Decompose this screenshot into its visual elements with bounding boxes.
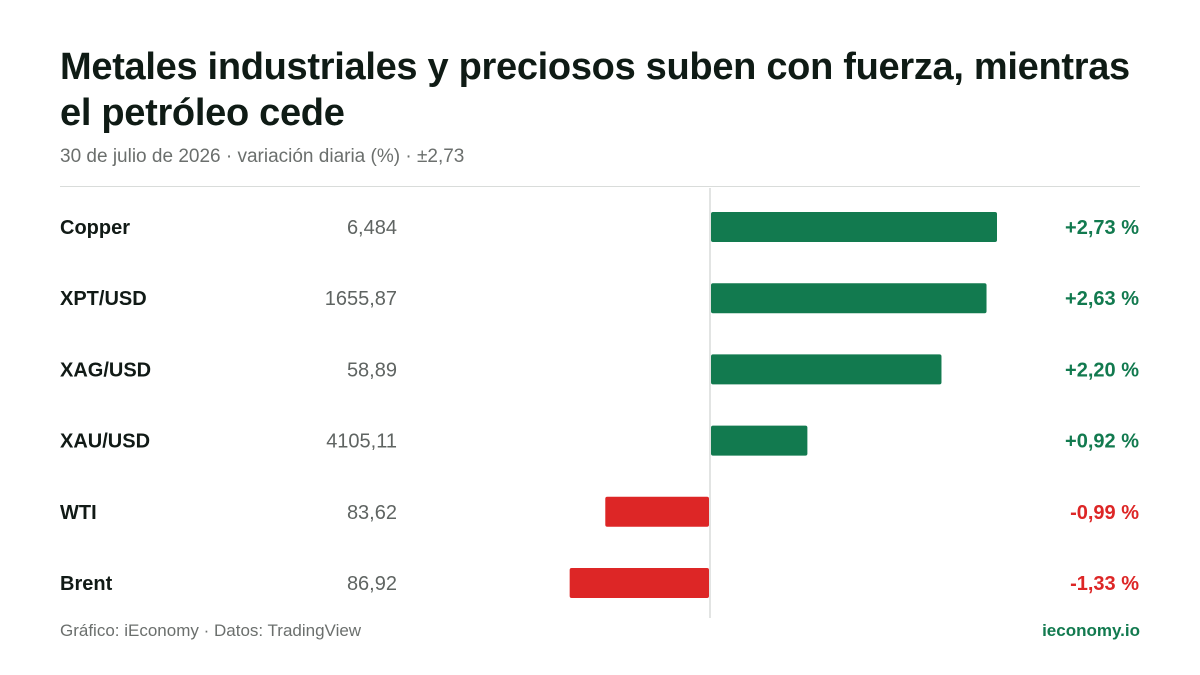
value-label-2: +2,20 % bbox=[1065, 359, 1139, 381]
price-label-4: 83,62 bbox=[347, 502, 397, 524]
value-label-4: -0,99 % bbox=[1070, 502, 1139, 524]
bar-chart: Copper 6,484 +2,73 % XPT/USD 1655,87 +2,63 % X… bbox=[60, 188, 1139, 618]
category-label-4: WTI bbox=[60, 502, 97, 524]
bar-4 bbox=[605, 496, 709, 527]
price-label-5: 86,92 bbox=[347, 573, 397, 595]
category-label-1: XPT/USD bbox=[60, 288, 147, 310]
bar-3 bbox=[711, 425, 808, 456]
value-label-1: +2,63 % bbox=[1065, 288, 1139, 310]
value-label-0: +2,73 % bbox=[1065, 217, 1139, 239]
value-label-3: +0,92 % bbox=[1065, 431, 1139, 453]
bar-0 bbox=[711, 212, 997, 242]
price-label-2: 58,89 bbox=[347, 359, 397, 381]
source-credit: Gráfico: iEconomy · Datos: TradingView bbox=[60, 621, 362, 640]
price-label-3: 4105,11 bbox=[326, 431, 397, 453]
chart-title: Metales industriales y preciosos suben c… bbox=[60, 46, 1130, 134]
chart-subtitle: 30 de julio de 2026 · variación diaria (… bbox=[60, 146, 465, 167]
category-label-2: XAG/USD bbox=[60, 359, 151, 381]
price-label-0: 6,484 bbox=[347, 217, 397, 239]
price-label-1: 1655,87 bbox=[325, 288, 397, 310]
brand-link[interactable]: ieconomy.io bbox=[1042, 621, 1140, 640]
value-label-5: -1,33 % bbox=[1070, 573, 1139, 595]
category-label-0: Copper bbox=[60, 217, 130, 239]
category-label-5: Brent bbox=[60, 573, 113, 595]
header-divider bbox=[60, 186, 1140, 187]
bar-1 bbox=[711, 283, 987, 314]
category-label-3: XAU/USD bbox=[60, 431, 150, 453]
bar-5 bbox=[569, 568, 709, 598]
bar-2 bbox=[711, 354, 942, 385]
